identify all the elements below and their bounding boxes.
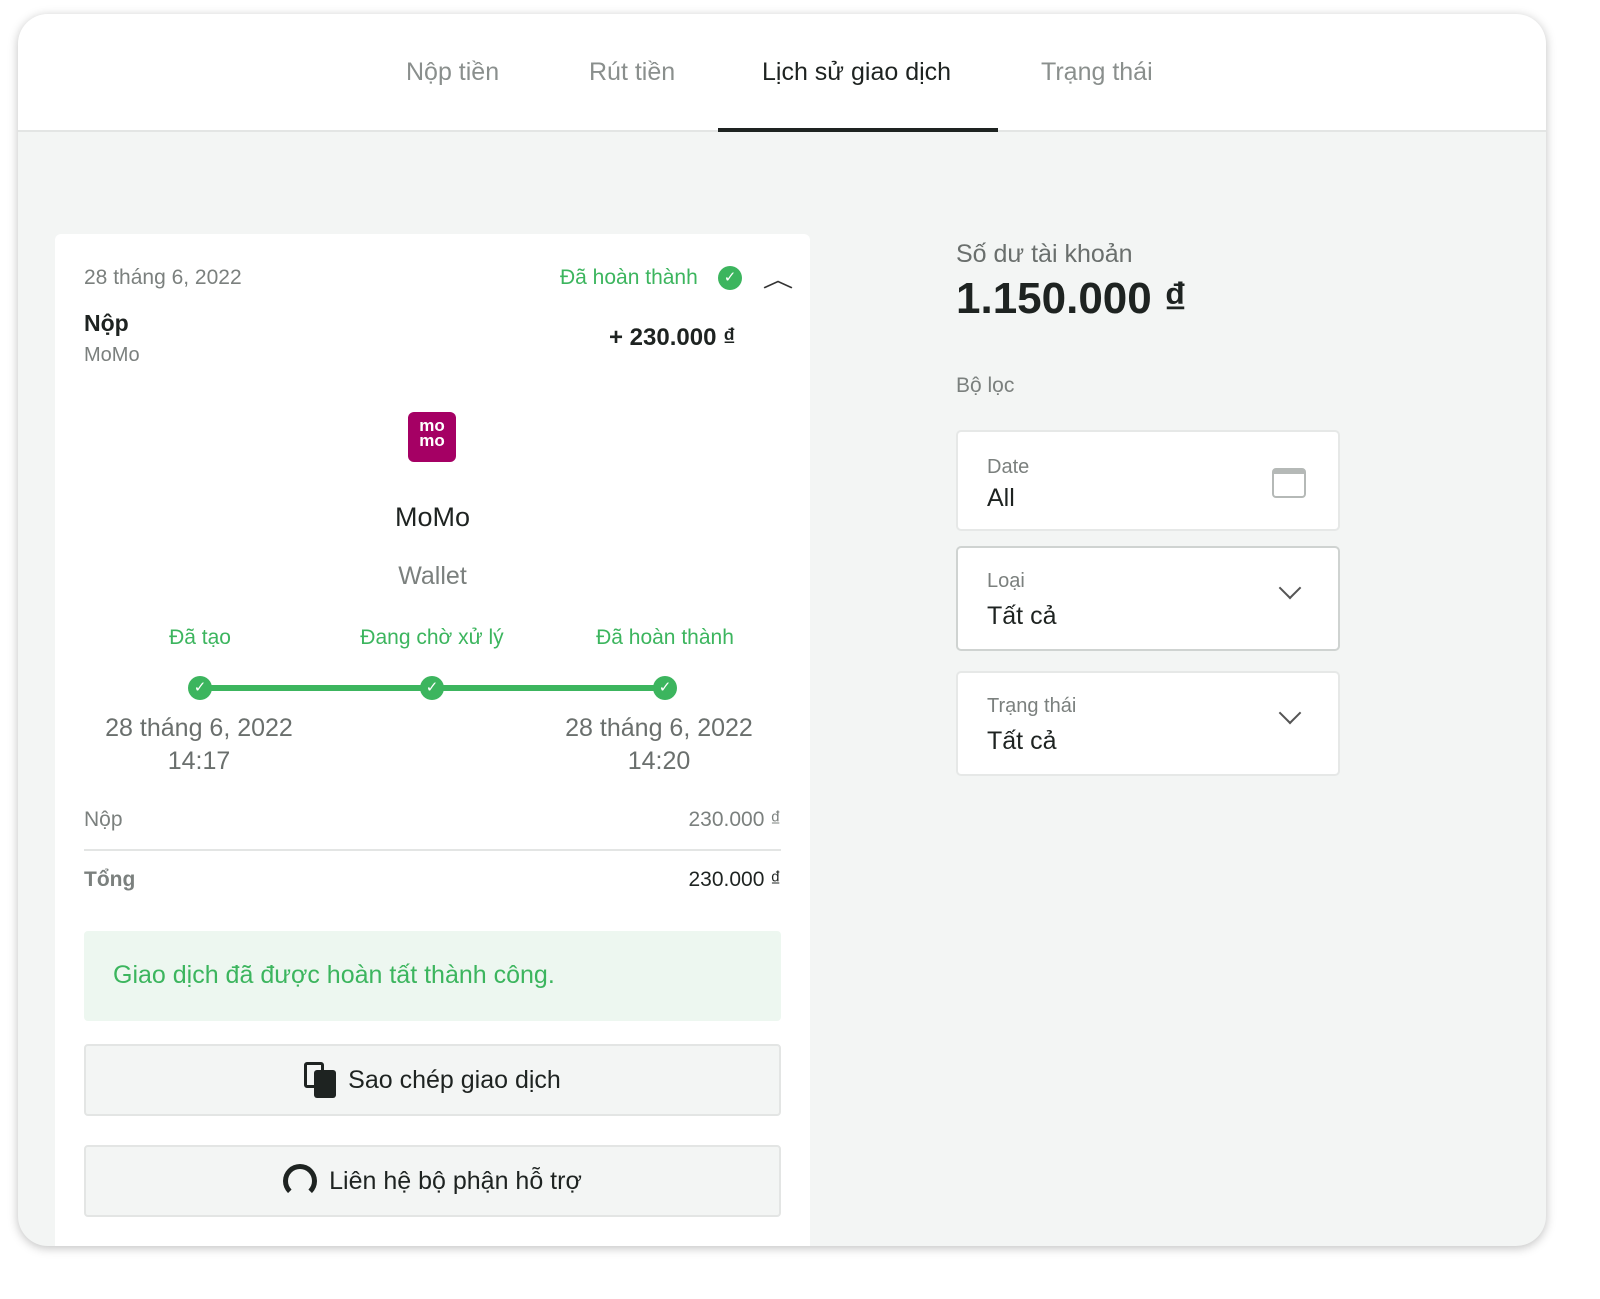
step-date: 28 tháng 6, 2022 bbox=[105, 714, 293, 742]
chevron-up-icon[interactable]: ︿ bbox=[762, 267, 794, 292]
transaction-amount: + 230.000 ₫ bbox=[609, 324, 736, 351]
step-time: 14:20 bbox=[627, 747, 691, 775]
copy-label: Sao chép giao dịch bbox=[348, 1065, 561, 1094]
status-badge: Đã hoàn thành bbox=[560, 266, 698, 289]
copy-icon bbox=[304, 1062, 337, 1098]
success-message: Giao dịch đã được hoàn tất thành công. bbox=[84, 931, 781, 1021]
tab-status[interactable]: Trạng thái bbox=[1041, 58, 1153, 86]
check-icon: ✓ bbox=[188, 676, 212, 700]
transaction-type: Nộp bbox=[84, 310, 129, 336]
chevron-down-icon bbox=[1278, 576, 1302, 600]
tab-bar: Nộp tiền Rút tiền Lịch sử giao dịch Trạn… bbox=[18, 14, 1546, 132]
tab-deposit[interactable]: Nộp tiền bbox=[406, 58, 500, 86]
balance-value: 1.150.000 ₫ bbox=[956, 274, 1187, 323]
date-filter[interactable]: Date All bbox=[956, 430, 1340, 531]
support-label: Liên hệ bộ phận hỗ trợ bbox=[329, 1166, 582, 1195]
active-tab-indicator bbox=[718, 128, 998, 132]
type-filter-label: Loại bbox=[987, 570, 1025, 592]
transaction-card: 28 tháng 6, 2022 Đã hoàn thành ✓ ︿ Nộp M… bbox=[55, 234, 810, 1246]
step-label: Đang chờ xử lý bbox=[360, 626, 504, 649]
balance-label: Số dư tài khoản bbox=[956, 240, 1133, 268]
tab-withdraw[interactable]: Rút tiền bbox=[589, 58, 676, 86]
status-filter[interactable]: Trạng thái Tất cả bbox=[956, 671, 1340, 776]
step-label: Đã tạo bbox=[169, 626, 231, 649]
check-icon: ✓ bbox=[718, 266, 742, 290]
total-value: 230.000 ₫ bbox=[688, 868, 781, 891]
contact-support-button[interactable]: Liên hệ bộ phận hỗ trợ bbox=[84, 1145, 781, 1217]
type-filter[interactable]: Loại Tất cả bbox=[956, 546, 1340, 651]
provider-type: Wallet bbox=[398, 562, 467, 590]
check-icon: ✓ bbox=[420, 676, 444, 700]
type-filter-value: Tất cả bbox=[987, 602, 1057, 630]
status-filter-label: Trạng thái bbox=[987, 695, 1077, 717]
filter-title: Bộ lọc bbox=[956, 374, 1015, 397]
headset-icon bbox=[283, 1164, 318, 1198]
row-label: Nộp bbox=[84, 808, 123, 831]
step-label: Đã hoàn thành bbox=[596, 626, 734, 649]
app-window: Nộp tiền Rút tiền Lịch sử giao dịch Trạn… bbox=[18, 14, 1546, 1246]
provider-name: MoMo bbox=[394, 502, 470, 532]
transaction-date: 28 tháng 6, 2022 bbox=[84, 266, 242, 289]
copy-transaction-button[interactable]: Sao chép giao dịch bbox=[84, 1044, 781, 1116]
step-time: 14:17 bbox=[167, 747, 231, 775]
date-filter-value: All bbox=[987, 484, 1015, 512]
momo-logo: mo mo bbox=[408, 412, 456, 462]
divider bbox=[84, 849, 781, 851]
row-value: 230.000 ₫ bbox=[688, 808, 781, 831]
check-icon: ✓ bbox=[653, 676, 677, 700]
total-label: Tổng bbox=[84, 868, 136, 891]
status-filter-value: Tất cả bbox=[987, 727, 1057, 755]
step-date: 28 tháng 6, 2022 bbox=[565, 714, 753, 742]
date-filter-label: Date bbox=[987, 456, 1030, 478]
tab-history[interactable]: Lịch sử giao dịch bbox=[762, 58, 952, 86]
transaction-method: MoMo bbox=[84, 344, 140, 366]
calendar-icon[interactable] bbox=[1272, 468, 1306, 498]
chevron-down-icon bbox=[1278, 701, 1302, 725]
